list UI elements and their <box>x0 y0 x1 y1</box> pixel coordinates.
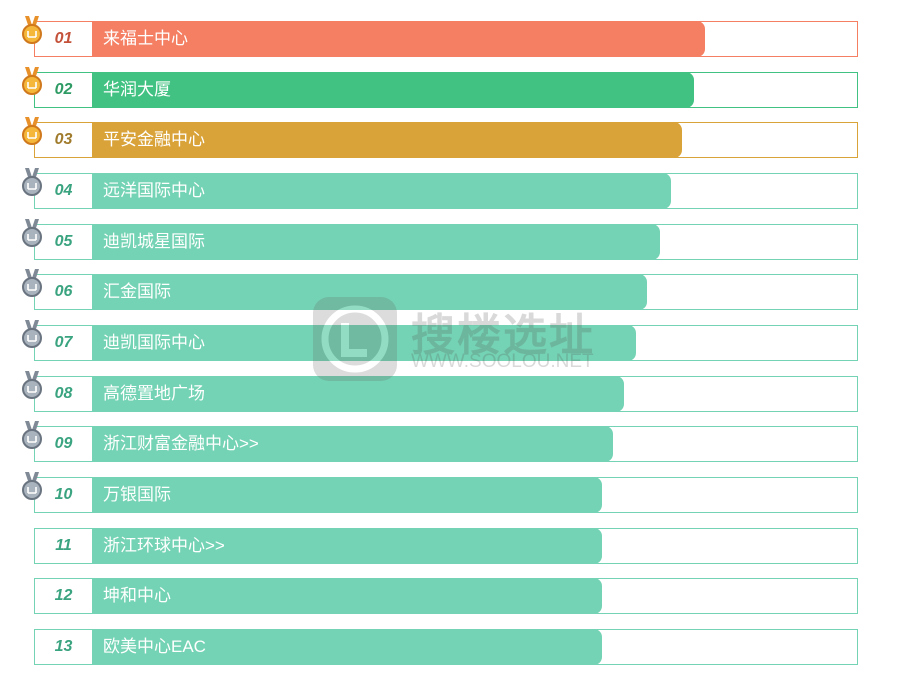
rank-bar: 汇金国际 <box>92 274 647 310</box>
building-name-link[interactable]: 万银国际 <box>103 485 171 504</box>
building-name-link[interactable]: 坤和中心 <box>103 586 171 605</box>
rank-bar: 平安金融中心 <box>92 122 682 158</box>
rank-bar: 来福士中心 <box>92 21 705 57</box>
rank-bar: 万银国际 <box>92 477 602 513</box>
building-name-link[interactable]: 汇金国际 <box>103 282 171 301</box>
rank-number: 08 <box>54 385 73 402</box>
rank-number: 11 <box>55 537 72 554</box>
ranking-row[interactable]: 12 坤和中心 <box>34 578 858 614</box>
rank-bar: 远洋国际中心 <box>92 173 671 209</box>
ranking-row[interactable]: 08 高德置地广场 <box>34 376 858 412</box>
gold-medal-icon <box>22 67 42 95</box>
ranking-row[interactable]: 01 来福士中心 <box>34 21 858 57</box>
building-name-link[interactable]: 浙江环球中心>> <box>103 536 225 555</box>
ranking-row[interactable]: 10 万银国际 <box>34 477 858 513</box>
silver-medal-icon <box>22 472 42 500</box>
rank-number: 04 <box>54 182 73 199</box>
building-name-link[interactable]: 迪凯国际中心 <box>103 333 205 352</box>
rank-number: 13 <box>54 638 73 655</box>
silver-medal-icon <box>22 269 42 297</box>
building-name-link[interactable]: 迪凯城星国际 <box>103 232 205 251</box>
ranking-row[interactable]: 11 浙江环球中心>> <box>34 528 858 564</box>
rank-bar: 浙江财富金融中心>> <box>92 426 613 462</box>
silver-medal-icon <box>22 421 42 449</box>
rank-number: 05 <box>54 233 73 250</box>
gold-medal-icon <box>22 16 42 44</box>
rank-bar: 迪凯城星国际 <box>92 224 660 260</box>
silver-medal-icon <box>22 371 42 399</box>
rank-number: 03 <box>54 131 73 148</box>
rank-bar: 欧美中心EAC <box>92 629 602 665</box>
silver-medal-icon <box>22 320 42 348</box>
rank-bar: 迪凯国际中心 <box>92 325 636 361</box>
rank-bar: 华润大厦 <box>92 72 694 108</box>
rank-number: 12 <box>54 587 73 604</box>
silver-medal-icon <box>22 168 42 196</box>
ranking-row[interactable]: 05 迪凯城星国际 <box>34 224 858 260</box>
building-name-link[interactable]: 欧美中心EAC <box>103 637 206 656</box>
ranking-row[interactable]: 07 迪凯国际中心 <box>34 325 858 361</box>
ranking-row[interactable]: 09 浙江财富金融中心>> <box>34 426 858 462</box>
building-name-link[interactable]: 高德置地广场 <box>103 384 205 403</box>
ranking-row[interactable]: 06 汇金国际 <box>34 274 858 310</box>
ranking-row[interactable]: 03 平安金融中心 <box>34 122 858 158</box>
rank-bar: 高德置地广场 <box>92 376 624 412</box>
building-name-link[interactable]: 平安金融中心 <box>103 130 205 149</box>
building-name-link[interactable]: 华润大厦 <box>103 80 171 99</box>
building-name-link[interactable]: 远洋国际中心 <box>103 181 205 200</box>
rank-number: 06 <box>54 283 73 300</box>
silver-medal-icon <box>22 219 42 247</box>
ranking-row[interactable]: 13 欧美中心EAC <box>34 629 858 665</box>
rank-number: 10 <box>54 486 73 503</box>
ranking-row[interactable]: 02 华润大厦 <box>34 72 858 108</box>
building-name-link[interactable]: 来福士中心 <box>103 29 188 48</box>
rank-number: 09 <box>54 435 73 452</box>
rank-bar: 坤和中心 <box>92 578 602 614</box>
rank-number: 07 <box>54 334 73 351</box>
rank-bar: 浙江环球中心>> <box>92 528 602 564</box>
rank-number: 01 <box>54 30 73 47</box>
rank-number: 02 <box>54 81 73 98</box>
gold-medal-icon <box>22 117 42 145</box>
ranking-row[interactable]: 04 远洋国际中心 <box>34 173 858 209</box>
building-name-link[interactable]: 浙江财富金融中心>> <box>103 434 259 453</box>
